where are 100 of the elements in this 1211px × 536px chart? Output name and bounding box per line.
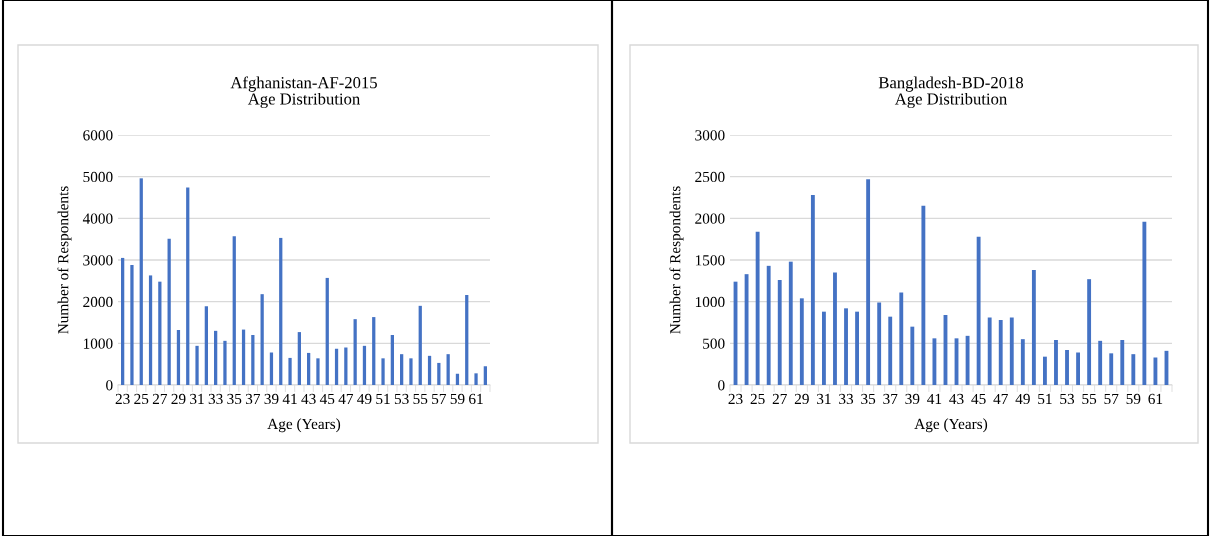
- y-tick-label: 2500: [695, 171, 725, 183]
- bar: [130, 265, 134, 385]
- bar: [409, 358, 413, 385]
- bar: [910, 326, 915, 385]
- y-tick-label: 1000: [695, 296, 725, 308]
- y-tick-label: 0: [106, 380, 113, 391]
- bar: [269, 352, 274, 385]
- bar: [833, 272, 837, 385]
- y-axis-title: Number of Respondents: [669, 186, 684, 334]
- bar: [195, 345, 199, 385]
- x-tick-label: 25: [750, 393, 765, 405]
- y-tick-label: 4000: [82, 213, 113, 224]
- bar: [372, 317, 376, 385]
- bar: [427, 355, 432, 385]
- y-tick-label: 3000: [695, 130, 725, 141]
- bar: [251, 335, 255, 385]
- x-axis-title: Age (Years): [267, 418, 341, 433]
- bar: [465, 295, 469, 385]
- bar: [483, 366, 487, 385]
- bar: [766, 265, 771, 385]
- bar: [288, 357, 292, 385]
- bar: [362, 345, 367, 385]
- bar: [932, 338, 937, 385]
- y-tick-label: 1500: [695, 255, 725, 266]
- bar: [316, 358, 320, 385]
- x-tick-label: 43: [949, 393, 964, 405]
- chart-title: Afghanistan-AF-2015 Age Distribution: [230, 76, 377, 109]
- bar: [344, 347, 348, 385]
- bar: [241, 329, 246, 385]
- bar: [1120, 340, 1125, 385]
- x-tick-label: 53: [1060, 393, 1075, 405]
- bar: [204, 306, 208, 385]
- bar: [1153, 357, 1158, 385]
- bar: [788, 261, 793, 385]
- x-tick-label: 61: [469, 393, 483, 405]
- y-tick-label: 5000: [83, 171, 113, 183]
- y-tick-label: 500: [703, 338, 725, 349]
- chart-title: Bangladesh-BD-2018 Age Distribution: [878, 76, 1024, 109]
- x-tick-label: 35: [227, 393, 242, 405]
- x-tick-label: 55: [1082, 393, 1097, 405]
- bar: [744, 274, 749, 385]
- bar: [821, 311, 826, 385]
- x-tick-label: 39: [264, 393, 279, 405]
- bar: [1131, 354, 1136, 385]
- bar: [1076, 352, 1081, 385]
- bar: [777, 280, 782, 385]
- bar: [998, 320, 1003, 385]
- bar: [214, 330, 218, 385]
- x-tick-label: 31: [190, 393, 204, 405]
- bar: [899, 292, 904, 385]
- x-tick-label: 25: [134, 393, 149, 405]
- bar: [799, 298, 804, 385]
- bar: [437, 362, 441, 385]
- y-tick-label: 1000: [83, 338, 113, 349]
- bar: [158, 281, 162, 385]
- x-tick-label: 47: [338, 393, 354, 404]
- x-tick-label: 51: [1038, 393, 1052, 405]
- x-tick-label: 27: [772, 393, 787, 404]
- bar: [390, 335, 394, 385]
- bar: [297, 332, 301, 385]
- bar: [1020, 339, 1025, 385]
- x-tick-label: 41: [282, 393, 297, 404]
- bar: [855, 311, 860, 385]
- bar: [260, 294, 264, 385]
- x-tick-label: 29: [171, 393, 186, 405]
- bar: [139, 178, 143, 385]
- y-tick-label: 3000: [83, 255, 113, 266]
- bar: [223, 340, 227, 385]
- bar: [888, 316, 893, 385]
- bar: [418, 305, 422, 385]
- y-tick-label: 6000: [83, 130, 113, 141]
- x-tick-label: 47: [993, 393, 1008, 404]
- bar: [381, 358, 385, 385]
- bar: [1109, 353, 1114, 385]
- x-tick-label: 27: [152, 393, 168, 404]
- y-tick-label: 2000: [83, 296, 113, 308]
- x-tick-label: 35: [861, 393, 876, 405]
- x-tick-label: 59: [1126, 393, 1141, 405]
- bar: [474, 373, 478, 385]
- bar: [307, 352, 311, 385]
- x-tick-label: 31: [817, 393, 831, 405]
- bar: [976, 236, 981, 385]
- bar: [353, 319, 357, 385]
- y-tick-label: 0: [718, 380, 725, 391]
- bar: [446, 354, 450, 385]
- x-tick-label: 59: [450, 393, 465, 405]
- bar: [987, 317, 992, 385]
- x-tick-label: 23: [115, 393, 130, 405]
- bar: [965, 335, 970, 385]
- x-tick-label: 33: [208, 393, 223, 405]
- x-tick-label: 41: [927, 393, 942, 404]
- bar: [1098, 340, 1103, 385]
- y-axis-title: Number of Respondents: [57, 186, 72, 334]
- x-tick-label: 29: [794, 393, 809, 405]
- x-tick-label: 49: [357, 393, 372, 405]
- x-tick-label: 45: [319, 393, 335, 405]
- bar: [866, 179, 871, 385]
- bar: [1009, 317, 1014, 385]
- bar: [121, 257, 125, 385]
- x-tick-label: 57: [432, 393, 447, 405]
